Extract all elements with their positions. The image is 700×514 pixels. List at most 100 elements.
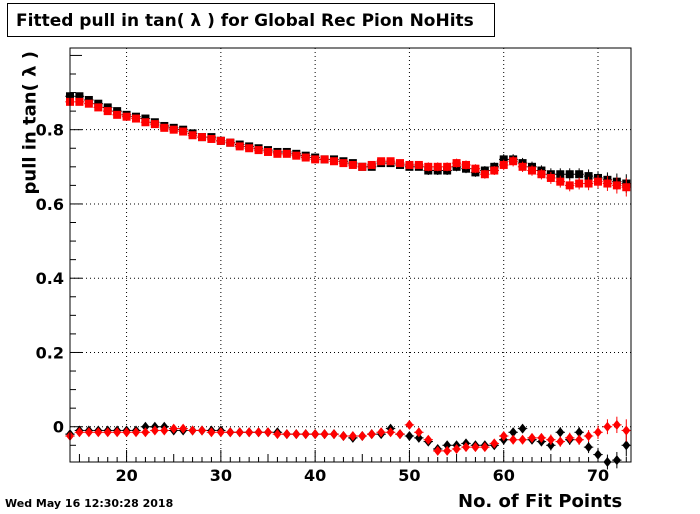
data-point (132, 427, 140, 438)
data-point (113, 110, 122, 119)
data-point (264, 147, 272, 156)
data-point (575, 434, 584, 445)
data-point (433, 445, 442, 456)
data-point (622, 440, 631, 451)
y-tick-label: 0.2 (36, 343, 64, 362)
data-point (254, 427, 263, 438)
data-point (386, 157, 395, 166)
data-point (462, 160, 470, 169)
data-point (320, 155, 329, 164)
data-point (292, 151, 301, 160)
data-point (141, 118, 150, 127)
data-point (264, 427, 272, 438)
data-point (499, 160, 508, 169)
data-point (584, 442, 593, 453)
data-point (75, 92, 84, 101)
data-point (84, 427, 93, 438)
series-1 (65, 97, 631, 197)
data-point (348, 431, 357, 442)
data-point (103, 107, 112, 116)
data-point (405, 431, 414, 442)
data-point (75, 427, 84, 438)
data-point (160, 123, 169, 132)
data-point (462, 442, 470, 453)
data-point (235, 142, 244, 151)
data-point (113, 427, 122, 438)
data-point (339, 431, 348, 442)
data-point (612, 455, 621, 466)
data-point (622, 425, 631, 436)
data-point (235, 427, 244, 438)
y-tick-label: 0.8 (36, 121, 64, 140)
data-point (198, 133, 206, 142)
data-point (358, 431, 367, 442)
data-point (226, 427, 235, 438)
data-point (339, 159, 348, 168)
data-point (537, 432, 546, 443)
data-point (518, 434, 527, 445)
data-point (188, 425, 197, 436)
data-point (273, 149, 282, 158)
data-point (575, 170, 584, 179)
data-point (584, 431, 593, 442)
axis-ticks (69, 54, 627, 462)
data-point (565, 170, 574, 179)
data-point (141, 427, 150, 438)
data-point (311, 429, 320, 440)
data-point (311, 155, 320, 164)
data-point (480, 170, 489, 179)
data-point (330, 429, 338, 440)
data-point (160, 425, 169, 436)
data-point (301, 153, 310, 162)
data-point (414, 432, 423, 443)
data-point (612, 181, 621, 190)
data-point (612, 419, 621, 430)
data-point (150, 120, 159, 129)
data-point (443, 445, 452, 456)
data-point (377, 427, 386, 438)
data-point (141, 421, 150, 432)
data-point (556, 177, 565, 186)
data-point (122, 427, 131, 438)
data-point (367, 160, 376, 169)
data-point (414, 160, 423, 169)
x-tick-label: 40 (304, 466, 326, 485)
y-tick-label: 0 (53, 418, 64, 437)
data-point (424, 434, 433, 445)
data-point (443, 440, 452, 451)
data-point (528, 432, 536, 443)
x-tick-label: 20 (115, 466, 137, 485)
y-tick-label: 0.4 (36, 269, 64, 288)
y-tick-label: 0.6 (36, 195, 64, 214)
data-point (330, 157, 338, 166)
data-point (132, 114, 140, 123)
data-point (282, 429, 291, 440)
data-point (565, 432, 574, 443)
data-point (216, 136, 225, 145)
x-tick-label: 50 (398, 466, 420, 485)
data-point (499, 431, 508, 442)
data-point (207, 134, 216, 143)
data-point (490, 166, 499, 175)
data-point (348, 160, 357, 169)
data-point (528, 166, 536, 175)
data-point (584, 172, 593, 181)
data-point (556, 170, 565, 179)
data-marks (65, 92, 631, 470)
data-point (509, 157, 518, 166)
data-point (84, 99, 93, 108)
data-point (179, 423, 188, 434)
plot-frame (69, 47, 632, 463)
data-point (556, 436, 565, 447)
grid-lines (70, 48, 631, 462)
data-point (386, 427, 395, 438)
data-point (358, 162, 367, 171)
data-point (471, 164, 480, 173)
data-point (198, 425, 206, 436)
data-point (188, 131, 197, 140)
data-point (452, 444, 461, 455)
data-point (584, 179, 593, 188)
data-point (405, 419, 414, 430)
data-point (546, 440, 555, 451)
data-point (377, 157, 386, 166)
